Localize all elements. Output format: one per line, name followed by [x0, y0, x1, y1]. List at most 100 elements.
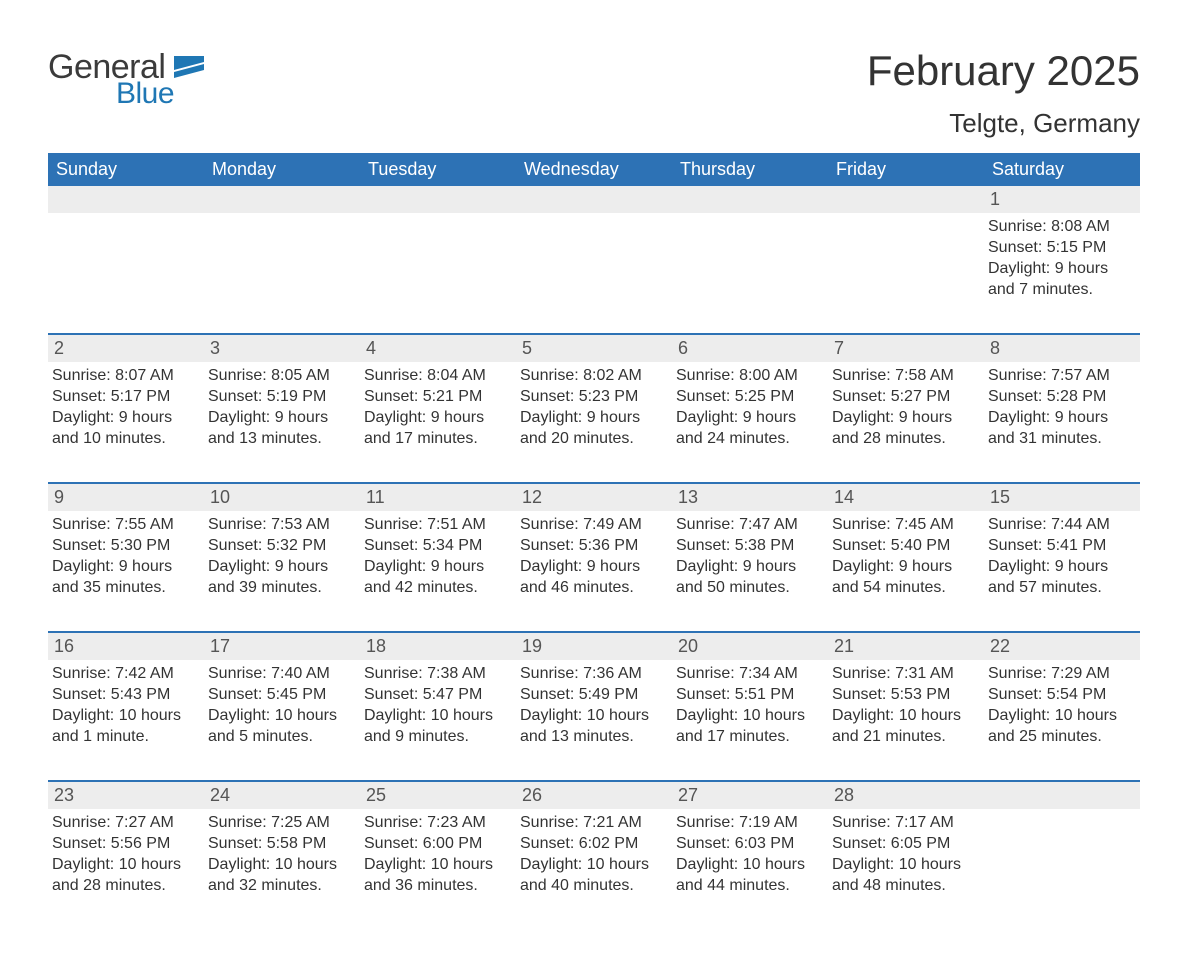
day-number: 10: [204, 484, 360, 511]
header-row: General Blue February 2025 Telgte, Germa…: [48, 48, 1140, 139]
day-body-text: Sunrise: 7:58 AMSunset: 5:27 PMDaylight:…: [830, 362, 978, 449]
day-cell: Sunrise: 7:23 AMSunset: 6:00 PMDaylight:…: [360, 809, 516, 929]
brand-logo: General Blue: [48, 48, 204, 111]
day-body-text: Sunrise: 7:40 AMSunset: 5:45 PMDaylight:…: [206, 660, 354, 747]
day-body-text: Sunrise: 7:45 AMSunset: 5:40 PMDaylight:…: [830, 511, 978, 598]
day-body-text: Sunrise: 8:08 AMSunset: 5:15 PMDaylight:…: [986, 213, 1134, 300]
day-body-text: Sunrise: 7:34 AMSunset: 5:51 PMDaylight:…: [674, 660, 822, 747]
day-cell: Sunrise: 7:31 AMSunset: 5:53 PMDaylight:…: [828, 660, 984, 780]
weekday-header-row: SundayMondayTuesdayWednesdayThursdayFrid…: [48, 153, 1140, 186]
day-number: 18: [360, 633, 516, 660]
brand-name-part2: Blue: [116, 77, 174, 111]
day-cell: Sunrise: 7:57 AMSunset: 5:28 PMDaylight:…: [984, 362, 1140, 482]
day-number: 13: [672, 484, 828, 511]
daynum-strip: 9101112131415: [48, 482, 1140, 511]
day-number: 16: [48, 633, 204, 660]
day-body-text: Sunrise: 8:02 AMSunset: 5:23 PMDaylight:…: [518, 362, 666, 449]
weekday-header: Friday: [828, 153, 984, 186]
day-number: [204, 186, 360, 213]
day-number: 22: [984, 633, 1140, 660]
week-row: Sunrise: 7:27 AMSunset: 5:56 PMDaylight:…: [48, 809, 1140, 929]
day-number: 4: [360, 335, 516, 362]
day-body-text: [518, 213, 666, 217]
day-body-text: Sunrise: 7:17 AMSunset: 6:05 PMDaylight:…: [830, 809, 978, 896]
day-body-text: [206, 213, 354, 217]
brand-flag-icon: [174, 56, 204, 78]
day-number: 12: [516, 484, 672, 511]
day-cell: Sunrise: 7:42 AMSunset: 5:43 PMDaylight:…: [48, 660, 204, 780]
day-number: 3: [204, 335, 360, 362]
day-body-text: Sunrise: 7:25 AMSunset: 5:58 PMDaylight:…: [206, 809, 354, 896]
day-number: 14: [828, 484, 984, 511]
day-cell: Sunrise: 7:40 AMSunset: 5:45 PMDaylight:…: [204, 660, 360, 780]
weekday-header: Tuesday: [360, 153, 516, 186]
day-number: 24: [204, 782, 360, 809]
day-body-text: Sunrise: 7:57 AMSunset: 5:28 PMDaylight:…: [986, 362, 1134, 449]
day-number: 8: [984, 335, 1140, 362]
day-cell: Sunrise: 7:29 AMSunset: 5:54 PMDaylight:…: [984, 660, 1140, 780]
day-cell: Sunrise: 8:05 AMSunset: 5:19 PMDaylight:…: [204, 362, 360, 482]
day-body-text: Sunrise: 7:49 AMSunset: 5:36 PMDaylight:…: [518, 511, 666, 598]
day-number: 6: [672, 335, 828, 362]
day-number: [828, 186, 984, 213]
day-body-text: Sunrise: 7:23 AMSunset: 6:00 PMDaylight:…: [362, 809, 510, 896]
day-cell: Sunrise: 7:17 AMSunset: 6:05 PMDaylight:…: [828, 809, 984, 929]
day-cell: [672, 213, 828, 333]
calendar-grid: SundayMondayTuesdayWednesdayThursdayFrid…: [48, 153, 1140, 929]
day-number: 11: [360, 484, 516, 511]
day-body-text: [50, 213, 198, 217]
weekday-header: Sunday: [48, 153, 204, 186]
day-body-text: Sunrise: 8:04 AMSunset: 5:21 PMDaylight:…: [362, 362, 510, 449]
day-number: [516, 186, 672, 213]
day-cell: Sunrise: 7:51 AMSunset: 5:34 PMDaylight:…: [360, 511, 516, 631]
day-cell: Sunrise: 7:55 AMSunset: 5:30 PMDaylight:…: [48, 511, 204, 631]
weekday-header: Saturday: [984, 153, 1140, 186]
day-cell: Sunrise: 7:38 AMSunset: 5:47 PMDaylight:…: [360, 660, 516, 780]
day-number: 9: [48, 484, 204, 511]
day-cell: Sunrise: 7:44 AMSunset: 5:41 PMDaylight:…: [984, 511, 1140, 631]
day-body-text: Sunrise: 7:29 AMSunset: 5:54 PMDaylight:…: [986, 660, 1134, 747]
day-body-text: Sunrise: 7:42 AMSunset: 5:43 PMDaylight:…: [50, 660, 198, 747]
day-number: 15: [984, 484, 1140, 511]
day-number: 25: [360, 782, 516, 809]
day-body-text: Sunrise: 7:36 AMSunset: 5:49 PMDaylight:…: [518, 660, 666, 747]
title-block: February 2025 Telgte, Germany: [867, 48, 1140, 139]
day-number: 19: [516, 633, 672, 660]
day-number: 5: [516, 335, 672, 362]
day-cell: Sunrise: 8:07 AMSunset: 5:17 PMDaylight:…: [48, 362, 204, 482]
day-number: 28: [828, 782, 984, 809]
day-cell: Sunrise: 7:27 AMSunset: 5:56 PMDaylight:…: [48, 809, 204, 929]
weekday-header: Monday: [204, 153, 360, 186]
week-row: Sunrise: 7:42 AMSunset: 5:43 PMDaylight:…: [48, 660, 1140, 780]
day-body-text: Sunrise: 7:51 AMSunset: 5:34 PMDaylight:…: [362, 511, 510, 598]
day-cell: Sunrise: 7:47 AMSunset: 5:38 PMDaylight:…: [672, 511, 828, 631]
day-body-text: [674, 213, 822, 217]
day-body-text: Sunrise: 7:21 AMSunset: 6:02 PMDaylight:…: [518, 809, 666, 896]
daynum-strip: 232425262728: [48, 780, 1140, 809]
day-cell: Sunrise: 8:08 AMSunset: 5:15 PMDaylight:…: [984, 213, 1140, 333]
day-body-text: Sunrise: 7:31 AMSunset: 5:53 PMDaylight:…: [830, 660, 978, 747]
day-body-text: Sunrise: 7:19 AMSunset: 6:03 PMDaylight:…: [674, 809, 822, 896]
day-body-text: [830, 213, 978, 217]
day-cell: Sunrise: 7:45 AMSunset: 5:40 PMDaylight:…: [828, 511, 984, 631]
week-row: Sunrise: 7:55 AMSunset: 5:30 PMDaylight:…: [48, 511, 1140, 631]
weekday-header: Wednesday: [516, 153, 672, 186]
day-cell: [828, 213, 984, 333]
day-body-text: Sunrise: 7:38 AMSunset: 5:47 PMDaylight:…: [362, 660, 510, 747]
location-label: Telgte, Germany: [867, 108, 1140, 139]
daynum-strip: 1: [48, 186, 1140, 213]
day-cell: Sunrise: 7:49 AMSunset: 5:36 PMDaylight:…: [516, 511, 672, 631]
day-cell: [360, 213, 516, 333]
day-number: 23: [48, 782, 204, 809]
day-body-text: Sunrise: 7:47 AMSunset: 5:38 PMDaylight:…: [674, 511, 822, 598]
day-cell: Sunrise: 8:00 AMSunset: 5:25 PMDaylight:…: [672, 362, 828, 482]
day-cell: Sunrise: 8:04 AMSunset: 5:21 PMDaylight:…: [360, 362, 516, 482]
day-cell: Sunrise: 7:53 AMSunset: 5:32 PMDaylight:…: [204, 511, 360, 631]
week-row: Sunrise: 8:08 AMSunset: 5:15 PMDaylight:…: [48, 213, 1140, 333]
day-cell: Sunrise: 7:36 AMSunset: 5:49 PMDaylight:…: [516, 660, 672, 780]
day-cell: Sunrise: 7:58 AMSunset: 5:27 PMDaylight:…: [828, 362, 984, 482]
day-cell: [516, 213, 672, 333]
day-body-text: Sunrise: 8:05 AMSunset: 5:19 PMDaylight:…: [206, 362, 354, 449]
weekday-header: Thursday: [672, 153, 828, 186]
day-body-text: [362, 213, 510, 217]
